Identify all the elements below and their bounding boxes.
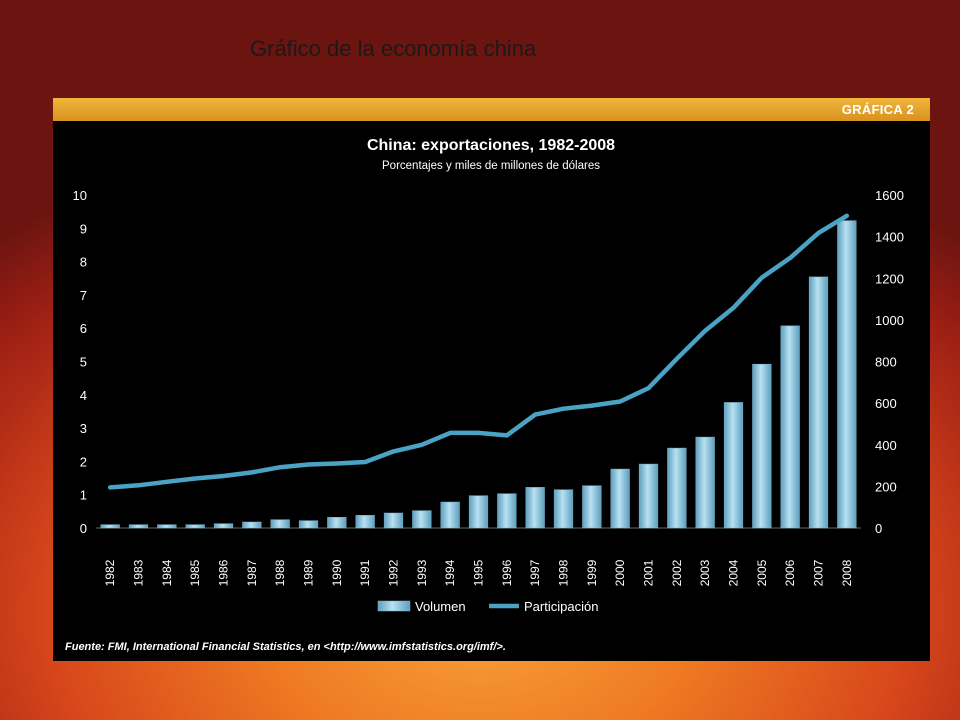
x-tick-label: 2001 — [642, 559, 656, 586]
bar — [723, 402, 744, 529]
y-right-tick-label: 400 — [875, 438, 897, 453]
bar — [667, 447, 687, 529]
y-left-tick-label: 7 — [80, 288, 87, 303]
bar — [553, 489, 574, 529]
y-right-tick-label: 1200 — [875, 271, 904, 286]
plot-area: 0 1 2 3 4 5 6 7 8 9 10 0 200 400 600 800 1000 1200 1400 160… — [73, 188, 904, 614]
bar — [355, 515, 375, 529]
x-tick-label: 2006 — [783, 559, 797, 586]
y-left-tick-label: 3 — [80, 421, 87, 436]
x-tick-label: 2003 — [698, 559, 712, 586]
bar — [582, 485, 602, 529]
slide-title: Gráfico de la economía china — [250, 36, 537, 61]
bar — [497, 493, 517, 529]
bar — [808, 276, 829, 529]
bar — [242, 521, 262, 529]
y-left-tick-label: 9 — [80, 221, 87, 236]
x-tick-label: 1999 — [585, 559, 599, 586]
x-tick-label: 1993 — [415, 559, 429, 586]
chart-number-label: GRÁFICA 2 — [841, 102, 914, 117]
bar — [128, 524, 149, 529]
chart-subtitle: Porcentajes y miles de millones de dólar… — [382, 160, 600, 172]
bar — [610, 468, 630, 529]
bar — [440, 501, 460, 529]
x-tick-label: 2004 — [727, 559, 741, 586]
x-tick-label: 1983 — [132, 559, 146, 586]
x-tick-label: 1985 — [188, 559, 202, 586]
bar — [695, 436, 715, 529]
y-right-tick-label: 1000 — [875, 313, 904, 328]
x-tick-label: 1987 — [245, 559, 259, 586]
header-band: GRÁFICA 2 — [53, 98, 930, 121]
y-left-tick-label: 0 — [80, 521, 87, 536]
y-left-tick-label: 10 — [73, 188, 87, 203]
y-right-tick-label: 0 — [875, 521, 882, 536]
x-tick-label: 2000 — [613, 559, 627, 586]
bar — [638, 463, 659, 529]
x-tick-label: 1996 — [500, 559, 514, 586]
y-right-tick-label: 1400 — [875, 230, 904, 245]
line-series-participacion — [107, 213, 850, 490]
x-tick-label: 1992 — [387, 559, 401, 586]
x-tick-label: 1986 — [217, 559, 231, 586]
y-right-tick-label: 800 — [875, 355, 897, 370]
legend-label-volumen: Volumen — [415, 599, 466, 614]
bar — [383, 512, 404, 529]
bar — [412, 510, 432, 529]
bar — [525, 487, 545, 529]
x-tick-label: 1988 — [273, 559, 287, 586]
x-tick-label: 1990 — [330, 559, 344, 586]
x-tick-label: 1997 — [528, 559, 542, 586]
bar — [327, 517, 347, 529]
x-tick-label: 1989 — [302, 559, 316, 586]
x-tick-label: 2008 — [840, 559, 854, 586]
x-tick-label: 2002 — [670, 559, 684, 586]
y-right-tick-label: 600 — [875, 396, 897, 411]
x-tick-label: 1994 — [443, 559, 457, 586]
chart-title: China: exportaciones, 1982-2008 — [367, 137, 615, 154]
bar — [298, 520, 319, 529]
x-tick-label: 1998 — [557, 559, 571, 586]
x-tick-label: 1991 — [358, 559, 372, 586]
bar — [213, 523, 234, 529]
x-tick-label: 1984 — [160, 559, 174, 586]
bar — [100, 524, 120, 529]
source-note: Fuente: FMI, International Financial Sta… — [65, 641, 506, 653]
y-left-tick-label: 5 — [80, 355, 87, 370]
y-left-tick-label: 8 — [80, 255, 87, 270]
chart-svg: China: exportaciones, 1982-2008 Porcenta… — [65, 137, 904, 653]
legend-label-participacion: Participación — [524, 599, 598, 614]
y-left-tick-label: 6 — [80, 321, 87, 336]
y-right-tick-label: 200 — [875, 479, 897, 494]
y-left-tick-label: 1 — [80, 488, 87, 503]
x-tick-label: 1995 — [472, 559, 486, 586]
bar — [468, 495, 489, 529]
bar — [780, 325, 800, 529]
y-left-tick-label: 4 — [80, 388, 87, 403]
chart-card: GRÁFICA 2 China: exportaciones, 1982-200… — [53, 98, 930, 661]
bar — [270, 519, 290, 529]
x-tick-label: 1982 — [103, 559, 117, 586]
x-tick-label: 2007 — [812, 559, 826, 586]
x-tick-label: 2005 — [755, 559, 769, 586]
legend-swatch-volumen — [377, 600, 411, 612]
bar — [185, 524, 205, 529]
bar — [752, 363, 772, 529]
y-left-tick-label: 2 — [80, 454, 87, 469]
bar — [157, 524, 177, 529]
bar — [837, 220, 857, 529]
y-right-tick-label: 1600 — [875, 188, 904, 203]
